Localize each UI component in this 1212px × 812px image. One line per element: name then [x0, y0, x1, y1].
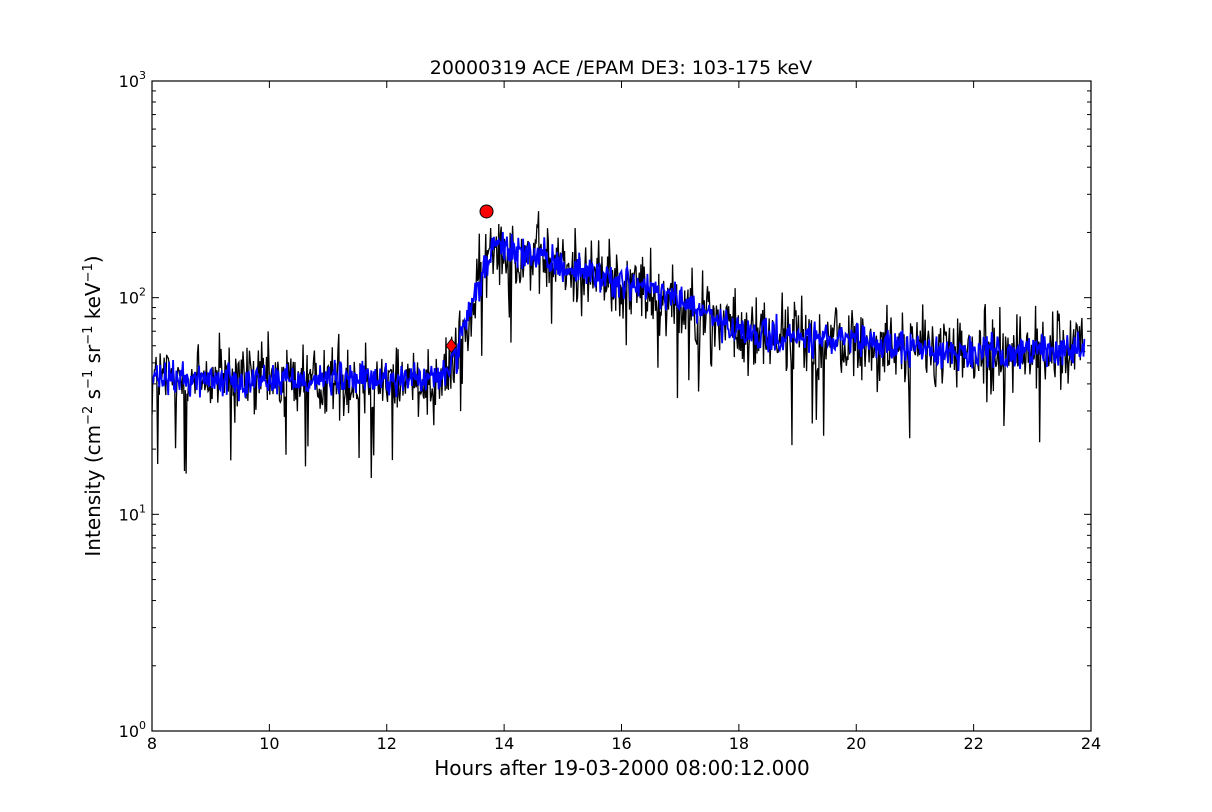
y-axis-label: Intensity (cm−2 s−1 sr−1 keV−1)	[81, 255, 105, 556]
x-tick-label: 16	[611, 734, 631, 753]
y-tick-label: 102	[119, 286, 146, 308]
x-tick-label: 24	[1081, 734, 1101, 753]
peak-marker	[479, 204, 494, 219]
onset-marker	[445, 338, 458, 354]
y-tick-label: 101	[119, 502, 146, 524]
series-smoothed-line	[152, 231, 1086, 402]
x-axis-label: Hours after 19-03-2000 08:00:12.000	[434, 756, 810, 780]
x-axis: 8 10 12 14 16 18 20 22 24	[147, 81, 1101, 753]
plot-area	[151, 80, 1092, 732]
x-tick-label: 18	[729, 734, 749, 753]
y-axis: 100 101 102 103	[119, 69, 1091, 741]
x-tick-label: 20	[846, 734, 866, 753]
x-tick-label: 10	[259, 734, 279, 753]
plot-frame	[151, 80, 1092, 732]
y-tick-label: 103	[119, 69, 146, 91]
x-tick-label: 22	[963, 734, 983, 753]
y-tick-label: 100	[119, 719, 146, 741]
x-tick-label: 14	[494, 734, 514, 753]
series-raw-line	[152, 211, 1086, 478]
x-tick-label: 12	[377, 734, 397, 753]
chart-title: 20000319 ACE /EPAM DE3: 103-175 keV	[430, 57, 812, 79]
x-tick-label: 8	[147, 734, 157, 753]
